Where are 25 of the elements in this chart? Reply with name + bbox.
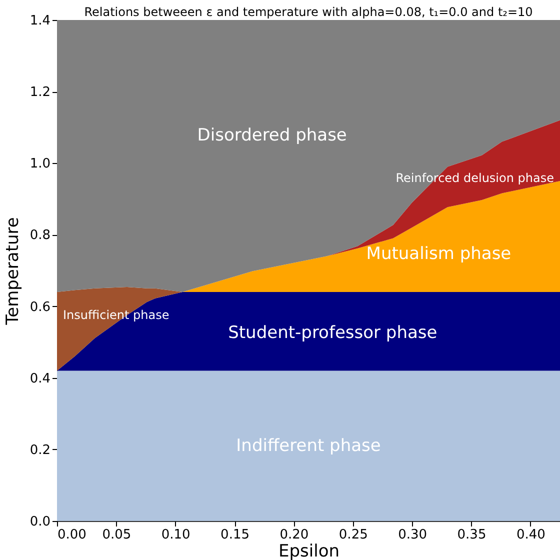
y-axis-title: Temperature [2,217,23,326]
x-tick-label: 0.30 [398,528,428,542]
series-label: Student-professor phase [228,322,438,343]
y-tick-label: 0.0 [30,514,50,530]
y-tick-label: 0.6 [30,300,50,315]
y-tick-label: 1.4 [30,14,50,28]
x-tick-label: 0.00 [58,528,86,542]
x-tick-label: 0.05 [102,528,132,542]
x-tick-label: 0.40 [516,528,546,542]
y-tick-label: 0.8 [30,228,50,244]
y-tick-label: 1.0 [30,156,50,172]
series-label: Mutualism phase [366,244,512,264]
series-label: Indifferent phase [236,436,381,456]
chart-title: Relations betweeen ε and temperature with alpha=0.08, t₁=0.0 and t₂=10 [84,5,533,19]
x-tick-label: 0.15 [220,528,250,542]
x-tick-label: 0.35 [457,528,486,542]
x-tick-label: 0.10 [161,528,190,542]
x-axis-title: Epsilon [278,542,340,560]
y-tick-label: 0.2 [30,442,50,458]
x-tick-label: 0.25 [338,528,368,542]
x-tick-label: 0.20 [280,528,309,542]
series-label: Insufficient phase [63,308,170,322]
y-tick-label: 1.2 [30,85,50,100]
y-tick-label: 0.4 [30,371,50,386]
series-label: Disordered phase [197,125,347,146]
